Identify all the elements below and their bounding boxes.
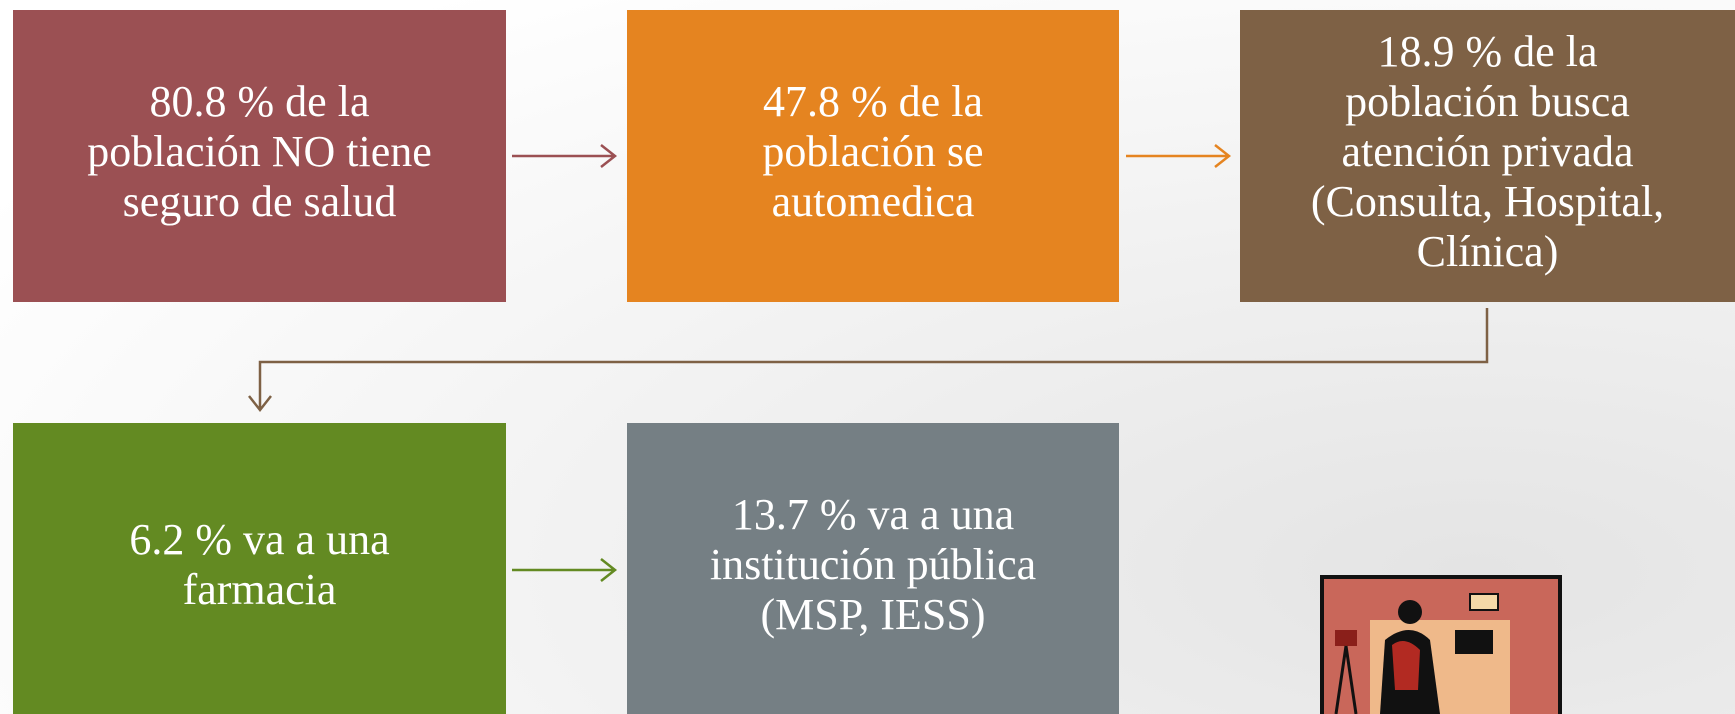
clipart-sign <box>1470 594 1498 610</box>
clipart-head <box>1398 600 1422 624</box>
box-label: población busca <box>1345 77 1630 126</box>
box-label: atención privada <box>1342 127 1634 176</box>
box-label: 80.8 % de la <box>150 77 370 126</box>
box-label: 47.8 % de la <box>763 77 983 126</box>
box-label: (Consulta, Hospital, <box>1311 177 1664 226</box>
box-label: farmacia <box>183 565 337 614</box>
box-label: población se <box>762 127 983 176</box>
slide: 80.8 % de lapoblación NO tieneseguro de … <box>0 0 1735 714</box>
clipart-shirt <box>1392 641 1420 690</box>
box-label: 13.7 % va a una <box>732 490 1014 539</box>
clipart-camera-small <box>1335 630 1357 646</box>
box-label: Clínica) <box>1417 227 1559 276</box>
clipart-camera <box>1455 630 1493 654</box>
box-label: 6.2 % va a una <box>129 515 389 564</box>
box-label: (MSP, IESS) <box>761 590 986 639</box>
box-label: 18.9 % de la <box>1378 27 1598 76</box>
box-label: institución pública <box>710 540 1036 589</box>
box-label: seguro de salud <box>123 177 397 226</box>
box-label: automedica <box>772 177 975 226</box>
box-label: población NO tiene <box>87 127 432 176</box>
clipart <box>1322 577 1560 714</box>
